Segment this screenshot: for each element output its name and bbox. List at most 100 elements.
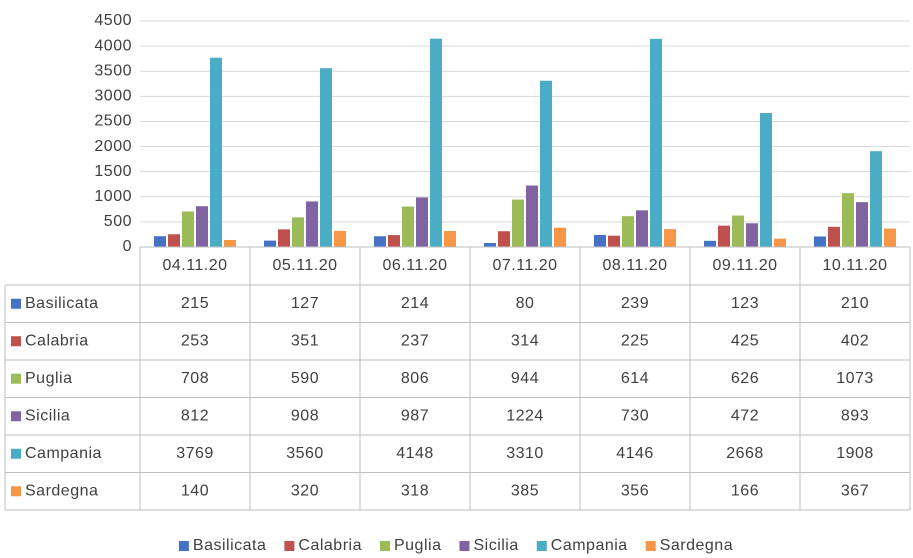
bar: [430, 38, 442, 247]
bar: [402, 206, 414, 247]
bar: [374, 236, 386, 247]
bar: [622, 216, 634, 247]
bar: [870, 151, 882, 247]
bar: [306, 201, 318, 247]
legend-label: Puglia: [394, 537, 441, 554]
table-cell: 3769: [176, 445, 214, 462]
bar: [182, 211, 194, 247]
table-key: [11, 373, 21, 384]
table-key: [11, 486, 21, 497]
table-cell: 123: [731, 295, 759, 312]
bar: [498, 231, 510, 247]
table-cell: 356: [621, 482, 649, 499]
table-cell: 320: [291, 482, 319, 499]
x-tick-label: 08.11.20: [602, 257, 667, 274]
table-cell: 253: [181, 332, 209, 349]
table-key: [11, 411, 21, 422]
y-tick-label: 1000: [94, 188, 132, 205]
table-cell: 1073: [836, 370, 874, 387]
y-tick-label: 0: [123, 238, 132, 255]
table-row-label: Campania: [25, 445, 102, 462]
y-tick-label: 1500: [94, 163, 132, 180]
bar: [828, 226, 840, 247]
bar: [444, 231, 456, 247]
legend-key: [645, 541, 656, 551]
table-cell: 225: [621, 332, 649, 349]
legend-label: Basilicata: [193, 537, 266, 554]
table-cell: 987: [401, 407, 429, 424]
legend-key: [178, 541, 189, 551]
bar: [664, 229, 676, 247]
table-cell: 614: [621, 370, 649, 387]
bar: [292, 217, 304, 247]
y-tick-label: 3500: [94, 62, 132, 79]
bar: [526, 185, 538, 247]
bar: [732, 215, 744, 247]
legend-key: [284, 541, 295, 551]
table-cell: 239: [621, 295, 649, 312]
x-tick-label: 10.11.20: [822, 257, 887, 274]
bar: [264, 240, 276, 247]
legend-key: [379, 541, 390, 551]
table-cell: 730: [621, 407, 649, 424]
bar: [334, 230, 346, 247]
table-cell: 2668: [726, 445, 764, 462]
bar: [760, 113, 772, 247]
x-tick-label: 04.11.20: [162, 257, 227, 274]
bar: [540, 80, 552, 248]
table-cell: 127: [291, 295, 319, 312]
bar: [746, 223, 758, 247]
table-cell: 367: [841, 482, 869, 499]
table-cell: 3310: [506, 445, 544, 462]
x-tick-label: 09.11.20: [712, 257, 777, 274]
y-tick-label: 2500: [94, 113, 132, 130]
table-row-label: Calabria: [25, 332, 89, 349]
table-cell: 472: [731, 407, 759, 424]
table-cell: 1224: [506, 407, 544, 424]
table-cell: 318: [401, 482, 429, 499]
table-cell: 4146: [616, 445, 654, 462]
legend-label: Sardegna: [660, 537, 733, 554]
legend-label: Campania: [551, 537, 628, 554]
bar: [484, 242, 496, 247]
bar: [704, 240, 716, 247]
bar: [512, 199, 524, 247]
bar: [856, 202, 868, 247]
bar: [168, 234, 180, 247]
bar: [636, 210, 648, 247]
table-row-label: Sardegna: [25, 482, 98, 499]
bar: [388, 235, 400, 247]
bar: [718, 225, 730, 247]
bar: [554, 227, 566, 247]
y-tick-label: 500: [104, 213, 132, 230]
legend-key: [536, 541, 547, 551]
y-tick-label: 4000: [94, 37, 132, 54]
bar: [594, 234, 606, 247]
x-tick-label: 07.11.20: [492, 257, 557, 274]
legend-key: [459, 541, 470, 551]
bar: [416, 197, 428, 247]
table-row-label: Sicilia: [25, 407, 70, 424]
bar: [224, 239, 236, 247]
table-cell: 590: [291, 370, 319, 387]
bar: [884, 228, 896, 247]
table-cell: 351: [291, 332, 319, 349]
y-tick-label: 3000: [94, 88, 132, 105]
table-cell: 425: [731, 332, 759, 349]
bar: [814, 236, 826, 247]
table-cell: 210: [841, 295, 869, 312]
table-cell: 1908: [836, 445, 874, 462]
table-cell: 893: [841, 407, 869, 424]
table-cell: 166: [731, 482, 759, 499]
table-key: [11, 448, 21, 459]
table-key: [11, 336, 21, 347]
y-tick-label: 2000: [94, 138, 132, 155]
legend-label: Calabria: [298, 537, 362, 554]
table-cell: 215: [181, 295, 209, 312]
legend-label: Sicilia: [473, 537, 518, 554]
table-cell: 385: [511, 482, 539, 499]
table-cell: 708: [181, 370, 209, 387]
table-cell: 626: [731, 370, 759, 387]
table-cell: 237: [401, 332, 429, 349]
